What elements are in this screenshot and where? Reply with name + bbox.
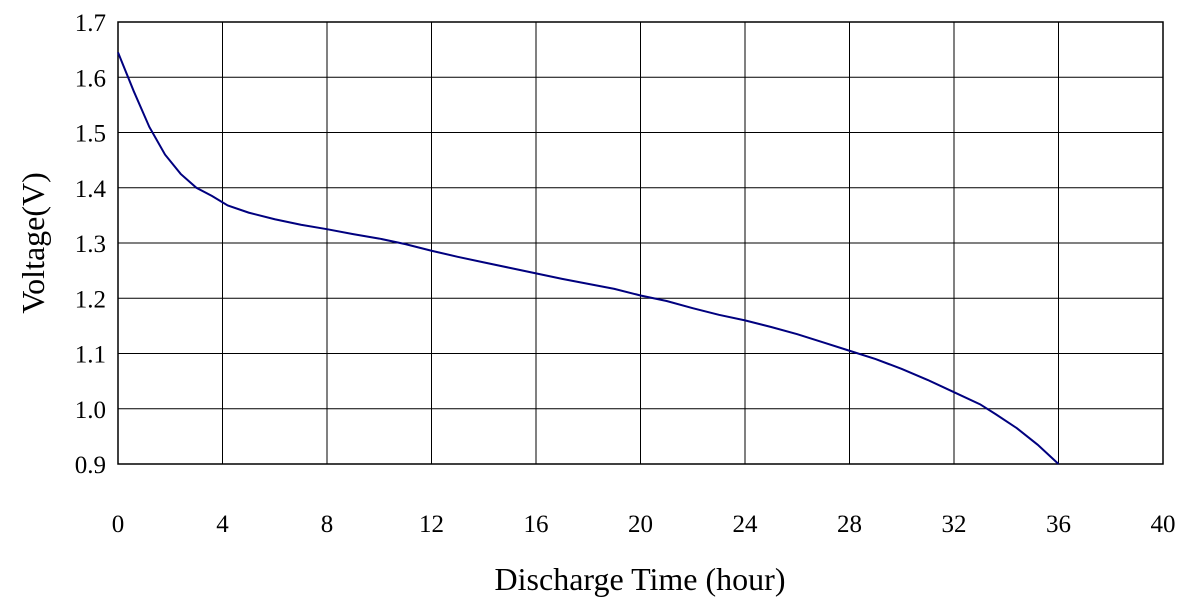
y-tick-label-4: 1.3 [75,231,106,258]
x-tick-label-3: 12 [419,511,444,538]
x-tick-label-7: 28 [837,511,862,538]
y-tick-label-8: 1.7 [75,10,106,37]
x-tick-labels: 0 4 8 12 16 20 24 28 32 36 40 [112,511,1176,538]
plot-frame [117,21,1164,465]
y-tick-label-6: 1.5 [75,121,106,148]
x-tick-label-1: 4 [216,511,229,538]
y-tick-label-3: 1.2 [75,286,106,313]
x-tick-label-10: 40 [1151,511,1176,538]
x-tick-label-5: 20 [628,511,653,538]
y-tick-label-0: 0.9 [75,452,106,479]
x-tick-label-2: 8 [321,511,334,538]
y-tick-label-2: 1.1 [75,342,106,369]
y-tick-label-1: 1.0 [75,397,106,424]
y-axis-title: Voltage(V) [15,172,51,314]
x-tick-label-8: 32 [942,511,967,538]
x-tick-label-4: 16 [524,511,549,538]
x-tick-label-0: 0 [112,511,125,538]
y-tick-labels: 0.9 1.0 1.1 1.2 1.3 1.4 1.5 1.6 1.7 [75,10,107,479]
voltage-curve [117,52,1060,465]
x-tick-label-9: 36 [1046,511,1071,538]
y-tick-label-5: 1.4 [75,176,107,203]
x-tick-label-6: 24 [733,511,759,538]
x-axis-title: Discharge Time (hour) [495,561,786,597]
grid-lines [117,21,1164,465]
y-tick-label-7: 1.6 [75,65,106,92]
